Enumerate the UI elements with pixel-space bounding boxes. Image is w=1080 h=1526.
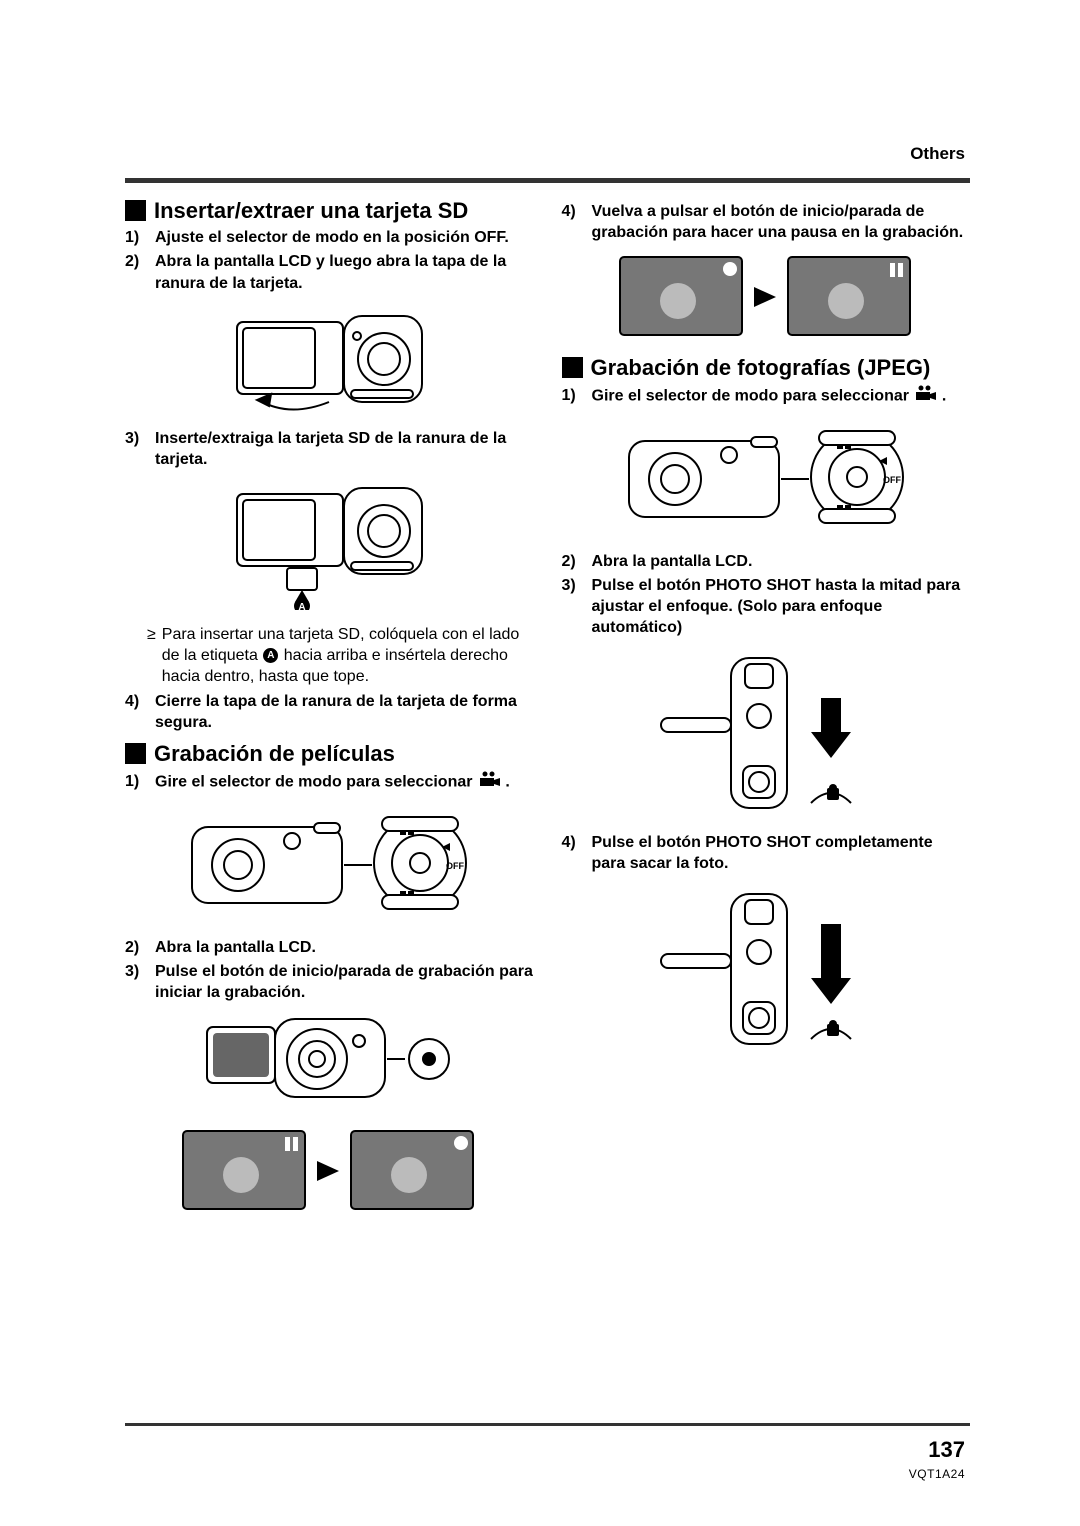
svg-text:OFF: OFF [446,861,464,871]
step-number: 4) [562,201,584,243]
note-text: Para insertar una tarjeta SD, colóquela … [162,624,534,687]
step-number: 4) [125,691,147,733]
step-number: 2) [125,937,147,958]
step-2: 2) Abra la pantalla LCD y luego abra la … [125,251,534,293]
illustration-pause-to-rec [125,1127,534,1215]
step-text: Gire el selector de modo para selecciona… [155,771,534,793]
step-text: Vuelva a pulsar el botón de inicio/parad… [592,201,971,243]
page-number: 137 [928,1437,965,1463]
illustration-photoshot-half [562,648,971,818]
step-text: Ajuste el selector de modo en la posició… [155,227,534,248]
illustration-camcorder-sd: A [125,480,534,610]
section-title-record-photos: Grabación de fotografías (JPEG) [562,355,971,380]
svg-text:OFF: OFF [883,475,901,485]
section-title-text: Grabación de fotografías (JPEG) [591,355,931,380]
step-text: Inserte/extraiga la tarjeta SD de la ran… [155,428,534,470]
svg-text:A: A [299,602,306,610]
step-text: Pulse el botón de inicio/parada de graba… [155,961,534,1003]
step-number: 1) [125,771,147,793]
illustration-record-button [125,1013,534,1113]
step-4: 4) Cierre la tapa de la ranura de la tar… [125,691,534,733]
step-number: 3) [125,961,147,1003]
movie-mode-icon [479,771,501,793]
illustration-rec-to-pause [562,253,971,341]
step-3: 3) Pulse el botón PHOTO SHOT hasta la mi… [562,575,971,638]
step-3: 3) Pulse el botón de inicio/parada de gr… [125,961,534,1003]
step-text: Cierre la tapa de la ranura de la tarjet… [155,691,534,733]
section-title-insert-extract: Insertar/extraer una tarjeta SD [125,198,534,223]
step-2: 2) Abra la pantalla LCD. [125,937,534,958]
rule-top [125,178,970,183]
illustration-mode-dial: OFF [125,803,534,923]
step-1: 1) Gire el selector de modo para selecci… [562,385,971,407]
step-note: ≥ Para insertar una tarjeta SD, colóquel… [147,624,534,687]
step-4: 4) Vuelva a pulsar el botón de inicio/pa… [562,201,971,243]
step-number: 3) [562,575,584,638]
doc-code: VQT1A24 [909,1467,965,1481]
step-4: 4) Pulse el botón PHOTO SHOT completamen… [562,832,971,874]
step-text: Abra la pantalla LCD. [155,937,534,958]
section-title-record-movies: Grabación de películas [125,741,534,766]
column-left: Insertar/extraer una tarjeta SD 1) Ajust… [125,198,534,1229]
step-number: 3) [125,428,147,470]
illustration-photoshot-full [562,884,971,1054]
bullet-icon: ≥ [147,624,156,687]
step-text: Pulse el botón PHOTO SHOT completamente … [592,832,971,874]
step-text: Abra la pantalla LCD y luego abra la tap… [155,251,534,293]
step-1: 1) Gire el selector de modo para selecci… [125,771,534,793]
label-a-icon: A [263,648,278,663]
header-section-label: Others [910,144,965,164]
step-text: Abra la pantalla LCD. [592,551,971,572]
column-right: 4) Vuelva a pulsar el botón de inicio/pa… [562,198,971,1229]
step-3: 3) Inserte/extraiga la tarjeta SD de la … [125,428,534,470]
step-text: Gire el selector de modo para selecciona… [592,385,971,407]
block-marker-icon [562,357,583,378]
step-text: Pulse el botón PHOTO SHOT hasta la mitad… [592,575,971,638]
step-number: 2) [125,251,147,293]
step-number: 4) [562,832,584,874]
rule-bottom [125,1423,970,1426]
illustration-camcorder-slot [125,304,534,414]
step-number: 1) [125,227,147,248]
block-marker-icon [125,200,146,221]
section-title-text: Insertar/extraer una tarjeta SD [154,198,468,223]
section-title-text: Grabación de películas [154,741,395,766]
step-1: 1) Ajuste el selector de modo en la posi… [125,227,534,248]
illustration-mode-dial: OFF [562,417,971,537]
step-number: 1) [562,385,584,407]
step-2: 2) Abra la pantalla LCD. [562,551,971,572]
step-number: 2) [562,551,584,572]
block-marker-icon [125,743,146,764]
movie-mode-icon [915,385,937,407]
